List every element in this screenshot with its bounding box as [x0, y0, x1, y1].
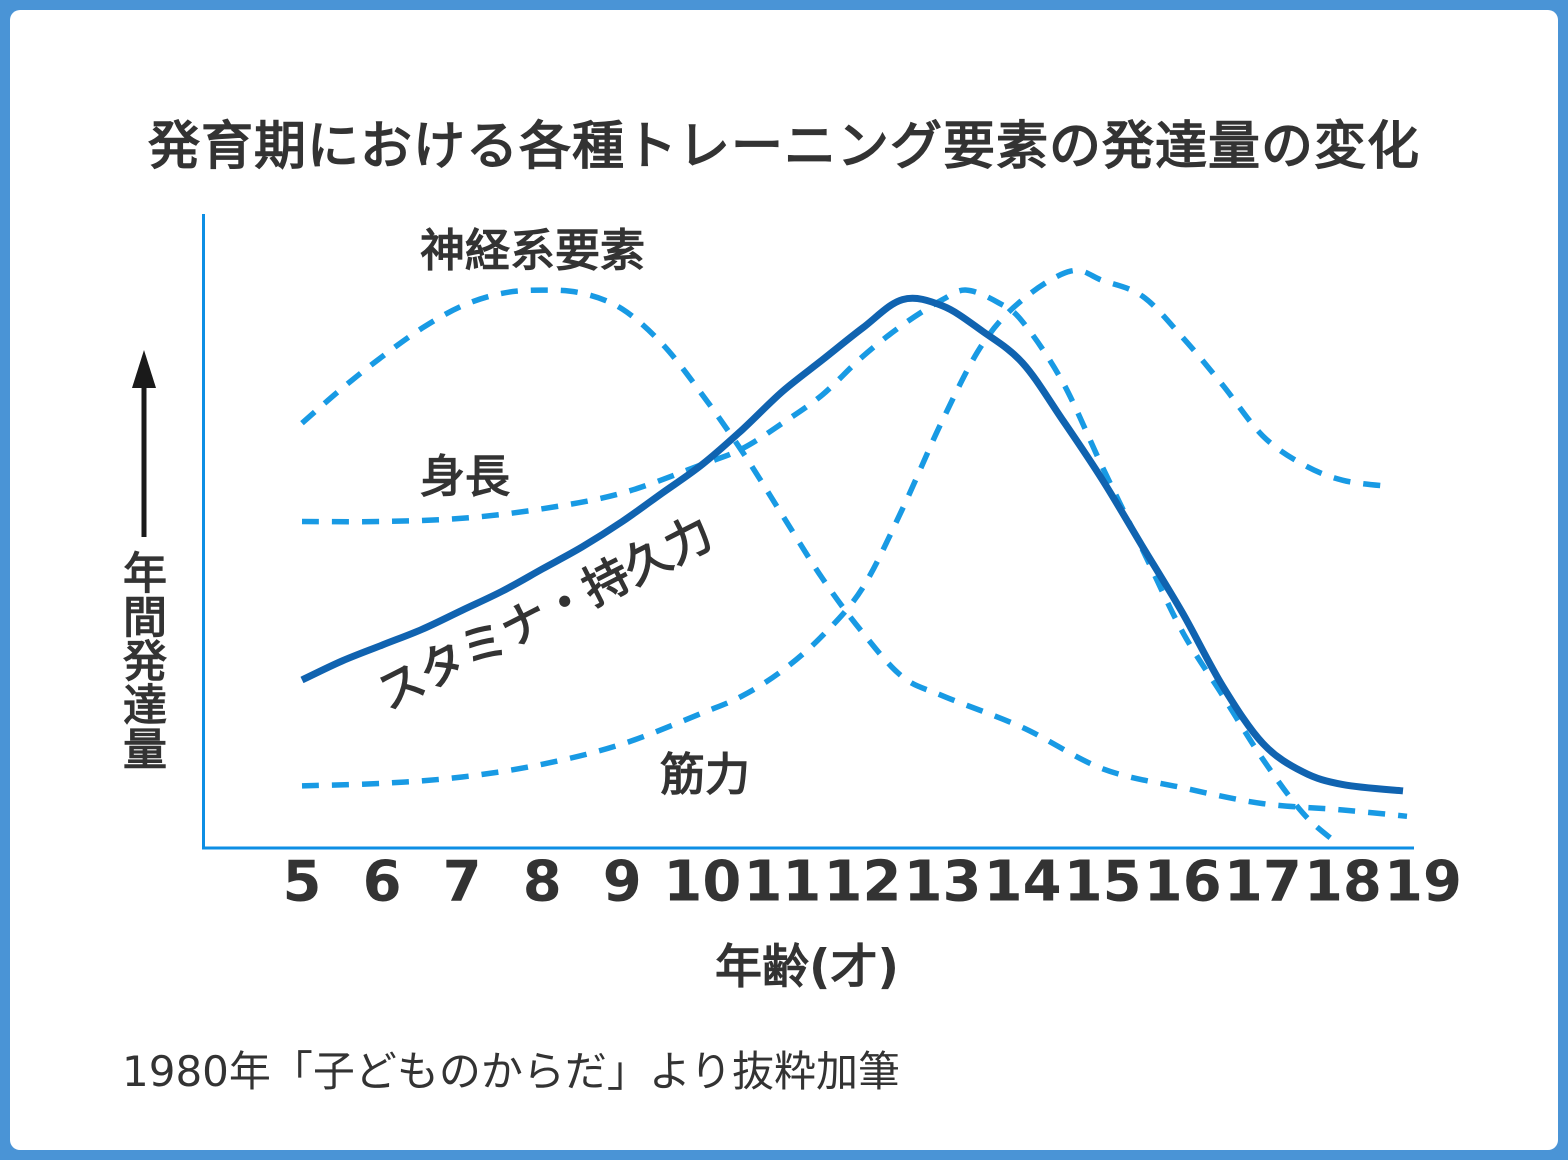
x-tick-7: 7	[443, 850, 482, 915]
x-tick-9: 9	[603, 850, 642, 915]
x-tick-11: 11	[743, 850, 821, 915]
x-tick-17: 17	[1224, 850, 1302, 915]
x-tick-14: 14	[984, 850, 1062, 915]
x-tick-5: 5	[283, 850, 322, 915]
source-note: 1980年「子どものからだ」より抜粋加筆	[122, 1047, 901, 1096]
label-nervous-system: 神経系要素	[420, 224, 646, 277]
x-tick-labels: 5 6 7 8 9 10 11 12 13 14 15 16 17 18 19	[283, 850, 1462, 915]
curve-スタミナ・持久力	[300, 294, 1404, 795]
y-axis-arrow	[132, 350, 156, 537]
x-tick-10: 10	[663, 850, 741, 915]
x-tick-15: 15	[1064, 850, 1142, 915]
x-tick-19: 19	[1384, 850, 1462, 915]
x-tick-8: 8	[523, 850, 562, 915]
x-tick-6: 6	[363, 850, 402, 915]
axes	[202, 214, 1414, 850]
curve-神経系要素	[300, 287, 1408, 820]
x-axis-title: 年齢(才)	[715, 940, 899, 995]
chart-panel	[10, 10, 1558, 1150]
x-tick-16: 16	[1144, 850, 1222, 915]
label-muscle-strength: 筋力	[660, 748, 751, 801]
y-axis-title: 年間発達量	[115, 550, 166, 770]
label-height: 身長	[420, 450, 511, 503]
x-tick-12: 12	[824, 850, 902, 915]
curves	[300, 267, 1408, 844]
page-title: 発育期における各種トレーニング要素の発達量の変化	[147, 117, 1420, 177]
arrow-up-icon	[132, 350, 156, 388]
curve-身長	[301, 287, 1337, 844]
curve-筋力	[301, 267, 1392, 789]
x-tick-13: 13	[904, 850, 982, 915]
x-tick-18: 18	[1304, 850, 1382, 915]
